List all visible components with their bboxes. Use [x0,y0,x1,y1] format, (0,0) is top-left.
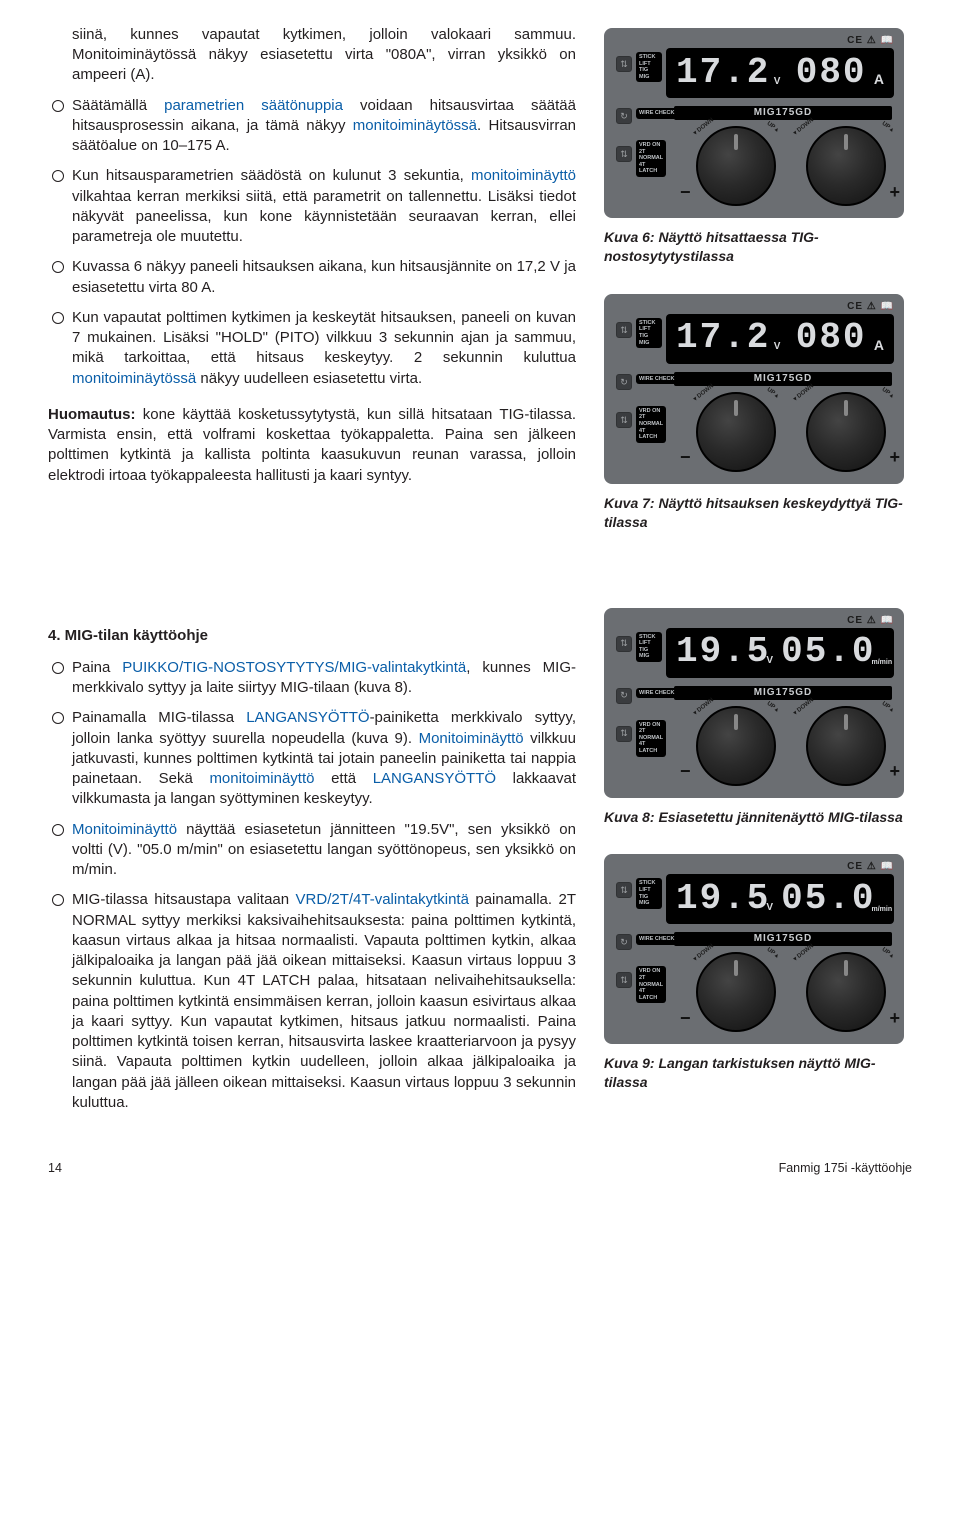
figure-9-panel: CE ⚠ 📖 ⇅ STICK LIFT TIG MIG 19.5 V 05.0 … [604,854,904,1044]
tig-bullet-1: Säätämällä parametrien säätönuppia voida… [48,96,576,157]
tig-bullet-4: Kun vapautat polttimen kytkimen ja keske… [48,308,576,389]
fig6-val1: 17.2 [676,49,770,98]
mig-bullet-4: MIG-tilassa hitsaustapa valitaan VRD/2T/… [48,890,576,1113]
knob-right [806,126,886,206]
minus-icon: − [680,180,691,204]
figure-9-caption: Kuva 9: Langan tarkistuksen näyttö MIG-t… [604,1054,912,1092]
tig-note: Huomautus: kone käyttää kosketussytytyst… [48,405,576,486]
tig-bullets: Säätämällä parametrien säätönuppia voida… [48,96,576,389]
mig-bullet-1: Paina PUIKKO/TIG-NOSTOSYTYTYS/MIG-valint… [48,658,576,699]
figure-8-panel: CE ⚠ 📖 ⇅ STICK LIFT TIG MIG 19.5 V 05.0 … [604,608,904,798]
model-bar: MIG175GD [674,106,892,120]
term-wirefeed-2: LANGANSYÖTTÖ [373,770,496,787]
tig-figure-column: CE ⚠ 📖 ⇅ STICK LIFT TIG MIG 17.2 V 080 A… [604,28,912,560]
term-multidisplay-2: monitoiminäyttö [471,167,576,184]
page-number: 14 [48,1160,62,1177]
term-multidisplay-4: Monitoiminäyttö [419,730,524,747]
term-param-knob: parametrien säätönuppia [164,97,343,114]
note-label: Huomautus: [48,406,136,423]
display-6: 17.2 V 080 A [666,48,894,98]
fig6-val2: 080 [796,49,867,98]
term-multidisplay-1: monitoiminäytössä [353,117,477,134]
tig-bullet-2: Kun hitsausparametrien säädöstä on kulun… [48,166,576,247]
tig-intro-cont-real: siinä, kunnes vapautat kytkimen, jolloin… [48,25,576,86]
wirecheck-button: ↻ [616,108,632,124]
fig6-unit1: V [774,75,781,89]
doc-title: Fanmig 175i -käyttöohje [779,1160,912,1177]
term-mode-switch: PUIKKO/TIG-NOSTOSYTYTYS/MIG-valintakytki… [122,659,466,676]
mode-button: ⇅ [616,56,632,72]
display-7: 17.2 V 080 A [666,314,894,364]
vrd-button: ⇅ [616,146,632,162]
section-tig: siinä, kunnes vapautat kytkimen, jolloin… [48,28,912,560]
display-8: 19.5 V 05.0 m/min [666,628,894,678]
mig-figure-column: CE ⚠ 📖 ⇅ STICK LIFT TIG MIG 19.5 V 05.0 … [604,608,912,1121]
figure-6-panel: CE ⚠ 📖 ⇅ STICK LIFT TIG MIG 17.2 V 080 A… [604,28,904,218]
figure-8-caption: Kuva 8: Esiasetettu jännitenäyttö MIG-ti… [604,808,912,827]
tig-text-column: siinä, kunnes vapautat kytkimen, jolloin… [48,28,576,560]
term-wirefeed-1: LANGANSYÖTTÖ [246,709,369,726]
page-footer: 14 Fanmig 175i -käyttöohje [48,1160,912,1177]
term-multidisplay-3: monitoiminäytössä [72,370,196,387]
figure-7-caption: Kuva 7: Näyttö hitsauksen keskeydyttyä T… [604,494,912,532]
mig-text-column: 4. MIG-tilan käyttöohje Paina PUIKKO/TIG… [48,608,576,1121]
fig6-unit2: A [874,70,884,89]
mig-heading: 4. MIG-tilan käyttöohje [48,626,576,646]
plus-icon: + [889,180,900,204]
term-multidisplay-5: monitoiminäyttö [209,770,314,787]
knob-left [696,126,776,206]
figure-6-caption: Kuva 6: Näyttö hitsattaessa TIG-nostosyt… [604,228,912,266]
mig-bullet-3: Monitoiminäyttö näyttää esiasetetun jänn… [48,820,576,881]
section-mig: 4. MIG-tilan käyttöohje Paina PUIKKO/TIG… [48,608,912,1121]
ce-mark: CE ⚠ 📖 [847,34,894,48]
figure-7-panel: CE ⚠ 📖 ⇅ STICK LIFT TIG MIG 17.2 V 080 A… [604,294,904,484]
tig-bullet-3: Kuvassa 6 näkyy paneeli hitsauksen aikan… [48,257,576,298]
display-9: 19.5 V 05.0 m/min [666,874,894,924]
mig-bullet-2: Painamalla MIG-tilassa LANGANSYÖTTÖ-pain… [48,708,576,809]
mig-bullets: Paina PUIKKO/TIG-NOSTOSYTYTYS/MIG-valint… [48,658,576,1113]
term-multidisplay-6: Monitoiminäyttö [72,821,177,838]
term-vrd-switch: VRD/2T/4T-valintakytkintä [296,891,469,908]
